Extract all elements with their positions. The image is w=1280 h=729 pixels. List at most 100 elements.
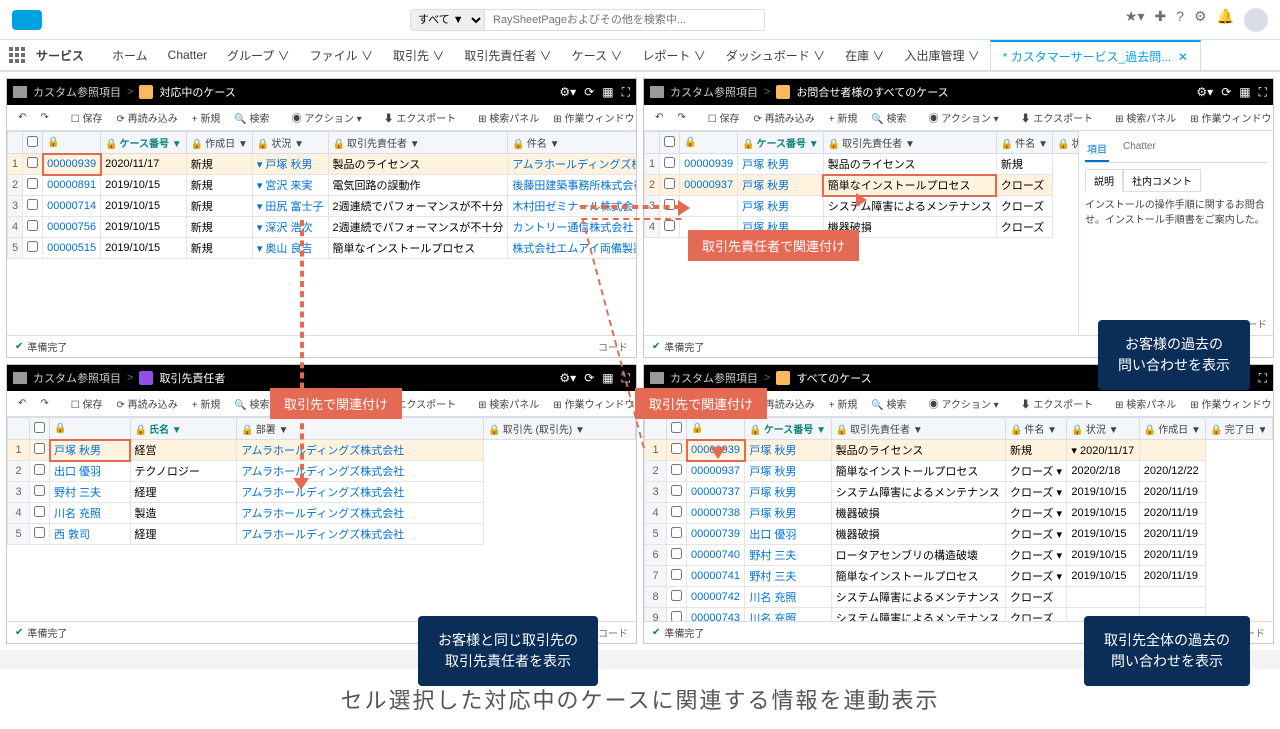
cell[interactable]: 2020/11/19 [1139,545,1206,566]
table-row[interactable]: 200000937戸塚 秋男簡単なインストールプロセスクローズ ▾2020/2/… [645,461,1273,482]
cell[interactable]: 00000741 [687,566,745,587]
cell[interactable]: クローズ [996,217,1052,238]
table-row[interactable]: 5000005152019/10/15新規▾ 奥山 良吉簡単なインストールプロセ… [8,238,637,259]
action-button[interactable]: ◉ アクション ▾ [924,108,1004,127]
grid-icon[interactable]: ▦ [602,371,613,386]
expand-icon[interactable]: ⛶ [1259,371,1267,386]
nav-contact[interactable]: 取引先責任者 ∨ [454,39,561,72]
undo-button[interactable]: ↶ [13,110,31,125]
cell[interactable]: クローズ ▾ [1005,482,1066,503]
column-header[interactable]: 🔒件名 ▼ [996,132,1052,154]
nav-report[interactable]: レポート ∨ [632,39,715,72]
cell[interactable]: 2020/11/19 [1139,482,1206,503]
cell[interactable]: 新規 [1005,440,1066,461]
row-checkbox[interactable] [27,199,38,210]
cell[interactable]: 戸塚 秋男 [745,461,831,482]
cell[interactable]: 機器破損 [831,503,1005,524]
cell[interactable]: 00000515 [43,238,101,259]
cell[interactable] [1139,440,1206,461]
column-header[interactable]: 🔒件名 ▼ [508,132,636,154]
cell[interactable]: 新規 [186,154,252,175]
cell[interactable]: 簡単なインストールプロセス [831,566,1005,587]
cell[interactable]: 2週連続でパフォーマンスが不十分 [328,217,508,238]
row-checkbox[interactable] [27,220,38,231]
cell[interactable]: システム障害によるメンテナンス [831,587,1005,608]
cell[interactable]: 機器破損 [831,524,1005,545]
row-checkbox[interactable] [671,548,682,559]
cell[interactable]: 00000739 [687,524,745,545]
tab-fields[interactable]: 項目 [1085,137,1109,162]
cell[interactable]: 2020/11/19 [1139,566,1206,587]
table-row[interactable]: 3野村 三夫経理アムラホールディングズ株式会社 [8,482,636,503]
row-checkbox[interactable] [34,443,45,454]
refresh-icon[interactable]: ⟳ [584,85,594,100]
row-checkbox[interactable] [34,527,45,538]
cell[interactable] [1067,587,1139,608]
cell[interactable]: 新規 [186,196,252,217]
cell[interactable]: 2020/12/22 [1139,461,1206,482]
redo-button[interactable]: ↷ [672,110,690,125]
select-all-checkbox[interactable] [34,422,45,433]
column-header[interactable]: 🔒ケース番号 ▼ [738,132,824,154]
cell[interactable]: 戸塚 秋男 [745,503,831,524]
new-button[interactable]: + 新規 [187,394,226,413]
cell[interactable]: 戸塚 秋男 [745,440,831,461]
workwindow-button[interactable]: ⊞ 作業ウィンドウ ▾ [548,394,637,413]
cell[interactable]: アムラホールディングズ株式会社 [237,440,484,461]
cell[interactable]: 00000756 [43,217,101,238]
column-header[interactable]: 🔒ケース番号 ▼ [745,418,831,440]
table-row[interactable]: 800000742川名 充照システム障害によるメンテナンスクローズ [645,587,1273,608]
column-header[interactable]: 🔒氏名 ▼ [130,418,237,440]
search-button[interactable]: 🔍 検索 [866,108,911,127]
row-checkbox[interactable] [27,157,38,168]
cell[interactable]: 00000737 [687,482,745,503]
new-button[interactable]: + 新規 [187,108,226,127]
redo-button[interactable]: ↷ [35,110,53,125]
cell[interactable]: 野村 三夫 [50,482,131,503]
refresh-icon[interactable]: ⟳ [1221,85,1231,100]
grid[interactable]: 🔒🔒ケース番号 ▼🔒作成日 ▼🔒状況 ▼🔒取引先責任者 ▼🔒件名 ▼🔒取引先 ▼… [7,131,636,335]
row-checkbox[interactable] [34,464,45,475]
nav-dashboard[interactable]: ダッシュボード ∨ [716,39,835,72]
cell[interactable]: アムラホールディングズ株式会社 [508,154,636,175]
table-row[interactable]: 4000007562019/10/15新規▾ 深沢 浩次2週連続でパフォーマンス… [8,217,637,238]
row-checkbox[interactable] [671,569,682,580]
action-button[interactable]: ◉ アクション ▾ [924,394,1004,413]
cell[interactable]: 戸塚 秋男 [738,196,824,217]
nav-stock[interactable]: 在庫 ∨ [835,39,894,72]
cell[interactable]: 2019/10/15 [1067,524,1139,545]
cell[interactable]: 野村 三夫 [745,545,831,566]
nav-chatter[interactable]: Chatter [158,40,217,70]
undo-button[interactable]: ↶ [650,110,668,125]
cell[interactable]: 製品のライセンス [823,154,996,175]
export-button[interactable]: ⬇ エクスポート [1016,108,1098,127]
cell[interactable]: ▾ 田尻 富士子 [252,196,328,217]
breadcrumb[interactable]: カスタム参照項目 [33,84,121,100]
cell[interactable]: ▾ 奥山 良吉 [252,238,328,259]
column-header[interactable]: 🔒取引先責任者 ▼ [823,132,996,154]
table-row[interactable]: 3000007142019/10/15新規▾ 田尻 富士子2週連続でパフォーマン… [8,196,637,217]
cell[interactable]: 野村 三夫 [745,566,831,587]
avatar[interactable] [1244,8,1268,32]
new-button[interactable]: + 新規 [824,394,863,413]
select-all-checkbox[interactable] [664,136,675,147]
cell[interactable]: 戸塚 秋男 [745,482,831,503]
cell[interactable]: 新規 [996,154,1052,175]
grid[interactable]: 🔒🔒氏名 ▼🔒部署 ▼🔒取引先 (取引先) ▼1戸塚 秋男経営アムラホールディン… [7,417,636,621]
active-tab[interactable]: * カスタマーサービス_過去問... ✕ [990,40,1201,71]
cell[interactable]: クローズ [996,196,1052,217]
save-button[interactable]: ☐ 保存 [66,108,108,127]
cell[interactable]: アムラホールディングズ株式会社 [237,482,484,503]
cell[interactable]: 川名 充照 [50,503,131,524]
cell[interactable]: 経営 [130,440,237,461]
table-row[interactable]: 700000741野村 三夫簡単なインストールプロセスクローズ ▾2019/10… [645,566,1273,587]
cell[interactable]: 2020/11/19 [1139,524,1206,545]
cell[interactable]: アムラホールディングズ株式会社 [237,524,484,545]
cell[interactable]: システム障害によるメンテナンス [823,196,996,217]
cell[interactable]: クローズ ▾ [1005,545,1066,566]
reload-button[interactable]: ⟳ 再読み込み [749,108,820,127]
cell[interactable]: 00000742 [687,587,745,608]
nav-case[interactable]: ケース ∨ [562,39,633,72]
table-row[interactable]: 500000739出口 優羽機器破損クローズ ▾2019/10/152020/1… [645,524,1273,545]
cell[interactable]: 00000939 [680,154,738,175]
